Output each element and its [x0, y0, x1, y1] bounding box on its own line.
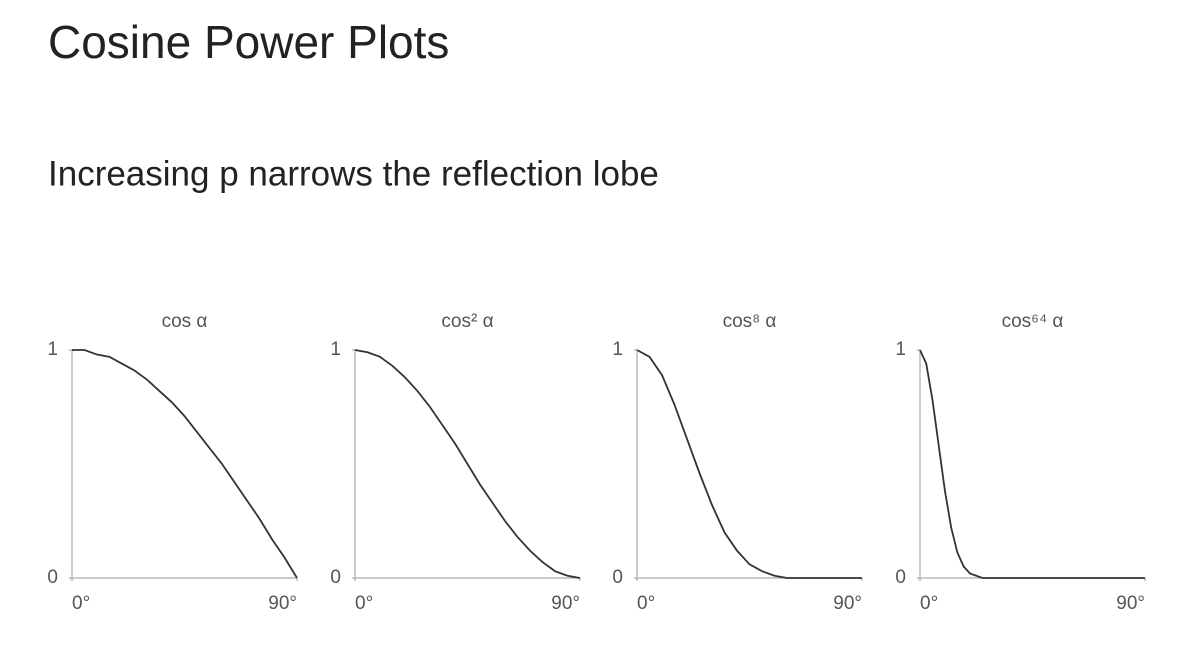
curve — [72, 349, 298, 579]
x-tick-label: 0° — [355, 593, 373, 614]
x-tick-label: 90° — [551, 593, 580, 614]
x-tick-label: 0° — [637, 593, 655, 614]
chart-title: cos α — [162, 311, 208, 332]
y-tick-label: 0 — [895, 567, 906, 588]
y-tick-label: 0 — [330, 567, 341, 588]
y-tick-label: 1 — [612, 339, 623, 360]
curve — [919, 349, 1145, 579]
x-tick-label: 90° — [1116, 593, 1145, 614]
y-tick-label: 0 — [47, 567, 58, 588]
x-tick-label: 0° — [72, 593, 90, 614]
y-tick-label: 1 — [330, 339, 341, 360]
y-tick-label: 0 — [612, 567, 623, 588]
curve — [354, 349, 581, 579]
x-tick-label: 90° — [268, 593, 297, 614]
slide-title: Cosine Power Plots — [48, 16, 449, 68]
chart-title: cos² α — [441, 311, 493, 332]
y-tick-label: 1 — [895, 339, 906, 360]
curve — [636, 349, 862, 579]
x-tick-label: 90° — [833, 593, 862, 614]
chart-title: cos⁶⁴ α — [1002, 311, 1064, 332]
x-tick-label: 0° — [920, 593, 938, 614]
chart-title: cos⁸ α — [723, 311, 777, 332]
y-tick-label: 1 — [47, 339, 58, 360]
slide-subtitle: Increasing p narrows the reflection lobe — [48, 154, 659, 193]
